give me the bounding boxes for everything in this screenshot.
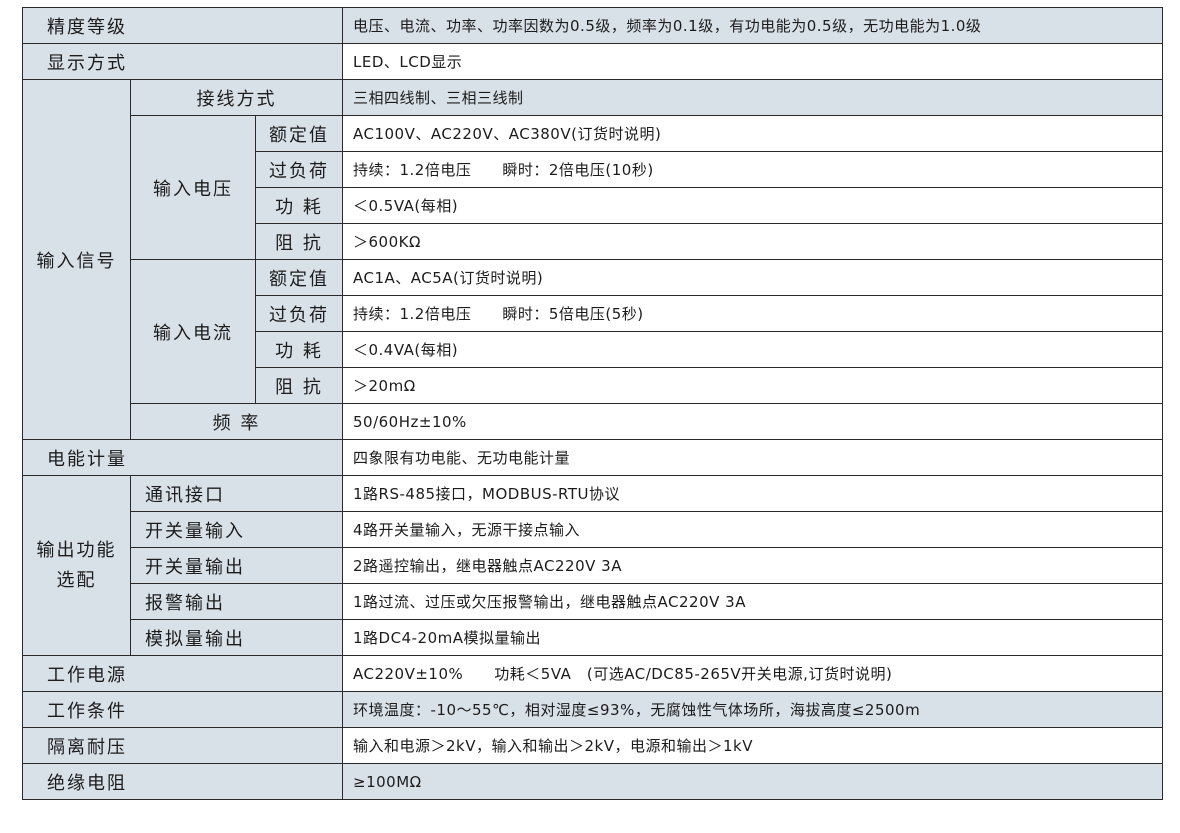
row-voltage-rated: 输入电压 额定值 AC100V、AC220V、AC380V(订货时说明) <box>23 115 1163 260</box>
value-current-overload: 持续：1.2倍电压 瞬时：5倍电压(5秒) <box>342 295 1163 332</box>
value-energy: 四象限有功电能、无功电能计量 <box>342 439 1163 476</box>
value-insulation: ≥100MΩ <box>342 763 1163 800</box>
spec-table: 精度等级 电压、电流、功率、功率因数为0.5级，频率为0.1级，有功电能为0.5… <box>22 7 1163 800</box>
label-wiring: 接线方式 <box>130 79 343 116</box>
row-isolation: 隔离耐压 输入和电源＞2kV，输入和输出＞2kV，电源和输出＞1kV <box>22 727 1163 764</box>
label-input-signal: 输入信号 <box>22 79 131 440</box>
label-current-impedance: 阻 抗 <box>255 367 343 404</box>
label-isolation: 隔离耐压 <box>22 727 343 764</box>
label-display: 显示方式 <box>22 43 343 80</box>
value-power-supply: AC220V±10% 功耗＜5VA (可选AC/DC85-265V开关电源,订货… <box>342 655 1163 692</box>
row-current-impedance: 阻 抗 ＞20mΩ <box>23 367 1163 404</box>
row-energy: 电能计量 四象限有功电能、无功电能计量 <box>22 439 1163 476</box>
value-current-power: ＜0.4VA(每相) <box>342 331 1163 368</box>
row-wiring: 输入信号 接线方式 三相四线制、三相三线制 <box>22 79 1163 440</box>
label-do: 开关量输出 <box>130 547 343 584</box>
label-analog: 模拟量输出 <box>130 619 343 656</box>
label-alarm: 报警输出 <box>130 583 343 620</box>
label-voltage-power: 功 耗 <box>255 187 343 224</box>
label-output-line2: 选配 <box>56 569 97 591</box>
value-comm: 1路RS-485接口，MODBUS-RTU协议 <box>342 475 1163 512</box>
row-power-supply: 工作电源 AC220V±10% 功耗＜5VA (可选AC/DC85-265V开关… <box>22 655 1163 692</box>
value-accuracy: 电压、电流、功率、功率因数为0.5级，频率为0.1级，有功电能为0.5级，无功电… <box>342 7 1163 44</box>
row-alarm: 报警输出 1路过流、过压或欠压报警输出，继电器触点AC220V 3A <box>23 583 1163 620</box>
row-display: 显示方式 LED、LCD显示 <box>22 43 1163 80</box>
row-voltage-power: 功 耗 ＜0.5VA(每相) <box>23 187 1163 224</box>
value-conditions: 环境温度：-10～55℃，相对湿度≤93%，无腐蚀性气体场所，海拔高度≤2500… <box>342 691 1163 728</box>
row-analog: 模拟量输出 1路DC4-20mA模拟量输出 <box>23 619 1163 656</box>
label-voltage-impedance: 阻 抗 <box>255 223 343 260</box>
row-voltage-impedance: 阻 抗 ＞600KΩ <box>23 223 1163 260</box>
row-do: 开关量输出 2路遥控输出，继电器触点AC220V 3A <box>23 547 1163 584</box>
value-do: 2路遥控输出，继电器触点AC220V 3A <box>342 547 1163 584</box>
row-voltage-overload: 过负荷 持续：1.2倍电压 瞬时：2倍电压(10秒) <box>23 151 1163 188</box>
label-current-overload: 过负荷 <box>255 295 343 332</box>
value-current-impedance: ＞20mΩ <box>342 367 1163 404</box>
label-comm: 通讯接口 <box>130 475 343 512</box>
label-output: 输出功能 选配 <box>22 475 131 656</box>
value-voltage-power: ＜0.5VA(每相) <box>342 187 1163 224</box>
label-current-rated: 额定值 <box>255 259 343 296</box>
label-frequency: 频 率 <box>130 403 343 440</box>
row-current-overload: 过负荷 持续：1.2倍电压 瞬时：5倍电压(5秒) <box>23 295 1163 332</box>
value-alarm: 1路过流、过压或欠压报警输出，继电器触点AC220V 3A <box>342 583 1163 620</box>
label-output-line1: 输出功能 <box>36 539 117 561</box>
label-voltage-rated: 额定值 <box>255 115 343 152</box>
label-input-voltage: 输入电压 <box>130 115 256 260</box>
value-voltage-impedance: ＞600KΩ <box>342 223 1163 260</box>
value-voltage-overload: 持续：1.2倍电压 瞬时：2倍电压(10秒) <box>342 151 1163 188</box>
label-current-power: 功 耗 <box>255 331 343 368</box>
value-voltage-rated: AC100V、AC220V、AC380V(订货时说明) <box>342 115 1163 152</box>
value-display: LED、LCD显示 <box>342 43 1163 80</box>
row-comm: 输出功能 选配 通讯接口 1路RS-485接口，MODBUS-RTU协议 <box>22 475 1163 656</box>
label-input-current: 输入电流 <box>130 259 256 404</box>
row-conditions: 工作条件 环境温度：-10～55℃，相对湿度≤93%，无腐蚀性气体场所，海拔高度… <box>22 691 1163 728</box>
row-current-rated: 输入电流 额定值 AC1A、AC5A(订货时说明) <box>23 259 1163 404</box>
label-accuracy: 精度等级 <box>22 7 343 44</box>
label-conditions: 工作条件 <box>22 691 343 728</box>
row-frequency: 频 率 50/60Hz±10% <box>23 403 1163 440</box>
label-power-supply: 工作电源 <box>22 655 343 692</box>
row-insulation: 绝缘电阻 ≥100MΩ <box>22 763 1163 800</box>
value-current-rated: AC1A、AC5A(订货时说明) <box>342 259 1163 296</box>
value-analog: 1路DC4-20mA模拟量输出 <box>342 619 1163 656</box>
label-energy: 电能计量 <box>22 439 343 476</box>
row-di: 开关量输入 4路开关量输入，无源干接点输入 <box>23 511 1163 548</box>
row-accuracy: 精度等级 电压、电流、功率、功率因数为0.5级，频率为0.1级，有功电能为0.5… <box>22 7 1163 44</box>
label-insulation: 绝缘电阻 <box>22 763 343 800</box>
row-current-power: 功 耗 ＜0.4VA(每相) <box>23 331 1163 368</box>
value-di: 4路开关量输入，无源干接点输入 <box>342 511 1163 548</box>
label-voltage-overload: 过负荷 <box>255 151 343 188</box>
label-di: 开关量输入 <box>130 511 343 548</box>
value-isolation: 输入和电源＞2kV，输入和输出＞2kV，电源和输出＞1kV <box>342 727 1163 764</box>
value-wiring: 三相四线制、三相三线制 <box>342 79 1163 116</box>
value-frequency: 50/60Hz±10% <box>342 403 1163 440</box>
